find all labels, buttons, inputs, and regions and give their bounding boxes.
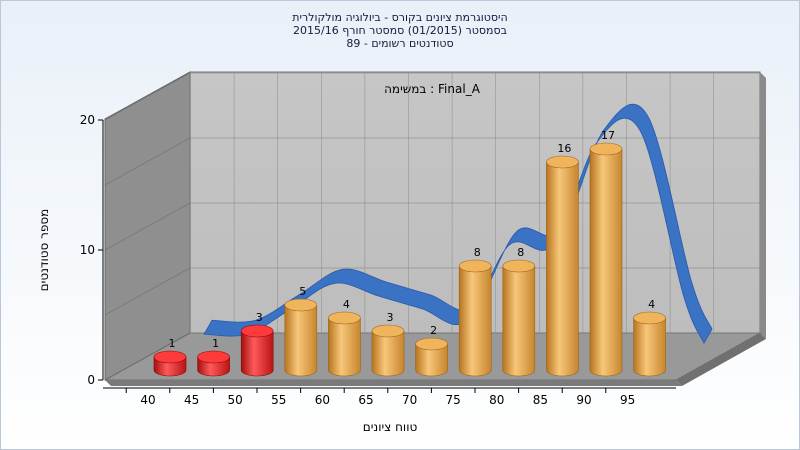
bar-body [502, 265, 536, 377]
bar-top [415, 337, 448, 351]
bar-top [546, 155, 579, 169]
bar-top [284, 298, 318, 312]
data-label: 8 [474, 246, 481, 259]
x-tick-label: 65 [358, 393, 373, 407]
title-line-1: היסטוגרמת ציונים בקורס - ביולוגיה מולקול… [292, 11, 508, 24]
bar-body [546, 161, 579, 377]
bar-body [415, 343, 448, 377]
bar-body [371, 330, 405, 377]
y-tick-label: 20 [80, 113, 95, 127]
bar-top [240, 324, 274, 338]
data-label: 1 [212, 337, 219, 350]
bar-body [328, 317, 361, 377]
floor-front [105, 380, 682, 386]
bar-40 [153, 350, 187, 377]
bar-body [633, 317, 666, 377]
bar-top [458, 259, 492, 273]
bar-top [589, 142, 623, 156]
data-label: 4 [648, 298, 655, 311]
distribution-curve [203, 103, 713, 344]
x-tick-label: 55 [271, 393, 286, 407]
bar-50 [240, 324, 274, 377]
bar-top [502, 259, 536, 273]
x-tick-label: 50 [228, 393, 243, 407]
bar-95 [633, 311, 666, 377]
data-label: 8 [517, 246, 524, 259]
data-label: 3 [256, 311, 263, 324]
gridline-side [104, 72, 191, 121]
y-axis-label: מספר סטודנטים [37, 209, 51, 292]
bar-90 [589, 142, 623, 377]
bar-top [328, 311, 361, 325]
bar-55 [284, 298, 318, 377]
left-wall [104, 71, 191, 381]
x-tick-label: 45 [184, 393, 199, 407]
bar-60 [328, 311, 361, 377]
data-label: 4 [343, 298, 350, 311]
data-label: 5 [299, 285, 306, 298]
bar-80 [502, 259, 536, 377]
bar-65 [371, 324, 405, 377]
bar-45 [197, 350, 230, 377]
x-tick-label: 70 [402, 393, 417, 407]
y-tick-label: 0 [87, 373, 95, 387]
right-wall-edge [760, 72, 766, 339]
bar-top [197, 350, 230, 364]
data-label: 17 [601, 129, 615, 142]
x-tick-label: 85 [533, 393, 548, 407]
gridline-side [104, 137, 191, 186]
bar-top [633, 311, 666, 325]
gridline-side [104, 267, 191, 316]
bar-75 [458, 259, 492, 377]
x-tick-label: 95 [620, 393, 635, 407]
data-label: 3 [387, 311, 394, 324]
bar-body [589, 148, 623, 377]
title-line-2: בסמסטר (01/2015) סמסטר חורף 2015/16 [293, 24, 507, 37]
distribution-ribbon [203, 103, 713, 344]
bars [153, 142, 666, 377]
gridline-side [104, 332, 191, 381]
bar-body [458, 265, 492, 377]
x-tick-label: 40 [140, 393, 155, 407]
bar-70 [415, 337, 448, 377]
bar-top [153, 350, 187, 364]
x-axis-label: טווח ציונים [363, 420, 418, 434]
title-line-3: סטודנטים רשומים - 89 [346, 37, 454, 50]
gridline-side [104, 202, 191, 251]
bar-body [240, 330, 274, 377]
chart-annotation: במשימה : Final_A [384, 82, 481, 96]
x-tick-label: 90 [576, 393, 591, 407]
y-tick-label: 10 [80, 243, 95, 257]
bar-85 [546, 155, 579, 377]
data-label: 2 [430, 324, 437, 337]
data-labels: 1 1 3 5 4 3 2 8 8 16 17 4 [169, 129, 656, 350]
x-tick-label: 75 [446, 393, 461, 407]
bar-body [284, 304, 318, 377]
data-label: 1 [169, 337, 176, 350]
floor-side [676, 333, 766, 386]
x-tick-label: 80 [489, 393, 504, 407]
bar-top [371, 324, 405, 338]
data-label: 16 [557, 142, 571, 155]
chart-title: היסטוגרמת ציונים בקורס - ביולוגיה מולקול… [0, 11, 800, 50]
x-tick-label: 60 [315, 393, 330, 407]
